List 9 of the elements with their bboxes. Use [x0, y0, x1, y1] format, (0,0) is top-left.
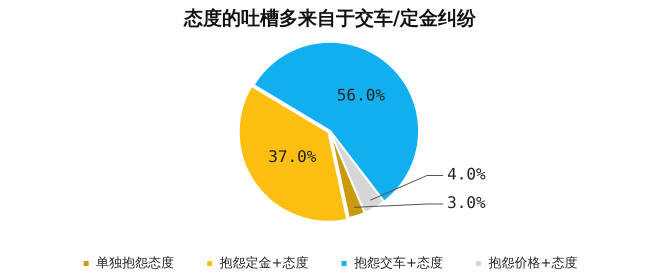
- data-label: 3.0%: [447, 193, 486, 212]
- legend-label: 抱怨交车+态度: [354, 254, 443, 271]
- legend-label: 抱怨定金+态度: [220, 254, 309, 271]
- data-label: 37.0%: [268, 147, 317, 166]
- chart-title: 态度的吐槽多来自于交车/定金纠纷: [183, 7, 477, 30]
- data-label: 56.0%: [336, 86, 386, 105]
- legend-label: 单独抱怨态度: [96, 254, 174, 271]
- legend-label: 抱怨价格+态度: [488, 254, 578, 271]
- data-label: 4.0%: [447, 164, 486, 184]
